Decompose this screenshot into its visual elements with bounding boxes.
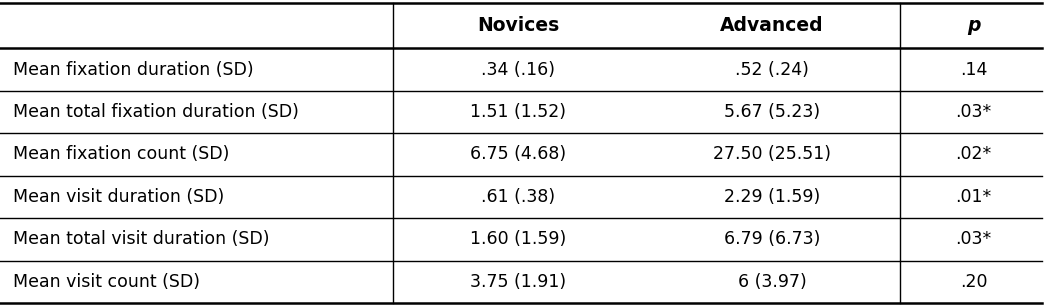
Text: .03*: .03* [956,103,992,121]
Text: Mean visit duration (SD): Mean visit duration (SD) [13,188,224,206]
Text: Mean total fixation duration (SD): Mean total fixation duration (SD) [13,103,298,121]
Text: Novices: Novices [477,16,559,35]
Text: .61 (.38): .61 (.38) [482,188,555,206]
Text: Advanced: Advanced [720,16,824,35]
Text: Mean fixation duration (SD): Mean fixation duration (SD) [13,61,253,79]
Text: 1.51 (1.52): 1.51 (1.52) [470,103,566,121]
Text: Mean total visit duration (SD): Mean total visit duration (SD) [13,230,269,248]
Text: Mean fixation count (SD): Mean fixation count (SD) [13,145,229,163]
Text: 27.50 (25.51): 27.50 (25.51) [713,145,831,163]
Text: .52 (.24): .52 (.24) [735,61,809,79]
Text: p: p [967,16,980,35]
Text: .02*: .02* [956,145,992,163]
Text: 6.75 (4.68): 6.75 (4.68) [470,145,566,163]
Text: 1.60 (1.59): 1.60 (1.59) [470,230,566,248]
Text: 6 (3.97): 6 (3.97) [738,273,806,291]
Text: .01*: .01* [956,188,992,206]
Text: 6.79 (6.73): 6.79 (6.73) [723,230,821,248]
Text: 3.75 (1.91): 3.75 (1.91) [470,273,566,291]
Text: .34 (.16): .34 (.16) [482,61,555,79]
Text: .03*: .03* [956,230,992,248]
Text: .14: .14 [960,61,987,79]
Text: 2.29 (1.59): 2.29 (1.59) [725,188,820,206]
Text: Mean visit count (SD): Mean visit count (SD) [13,273,200,291]
Text: 5.67 (5.23): 5.67 (5.23) [725,103,820,121]
Text: .20: .20 [960,273,987,291]
